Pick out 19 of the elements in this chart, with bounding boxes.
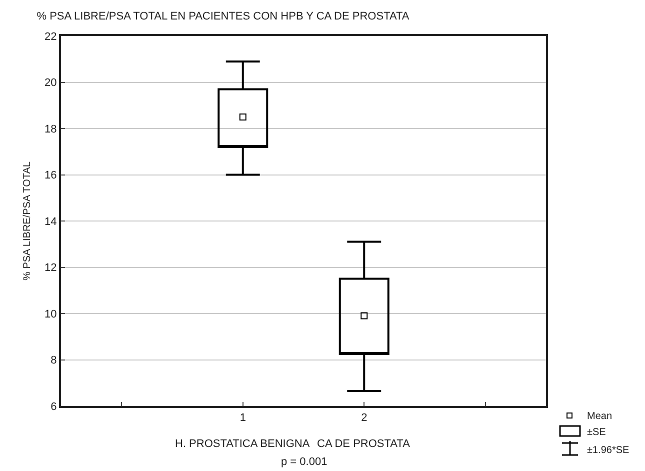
x-tick-label: 2: [361, 412, 368, 424]
y-tick-label: 14: [44, 216, 57, 228]
y-tick-label: 10: [44, 308, 57, 320]
y-tick-label: 12: [44, 262, 57, 274]
y-tick-label: 8: [50, 354, 57, 367]
text: ±SE: [587, 427, 606, 438]
x-tick-label: 1: [240, 412, 246, 424]
y-tick-label: 20: [44, 77, 57, 90]
y-tick-label: 6: [50, 400, 57, 413]
y-axis-title: % PSA LIBRE/PSA TOTAL: [22, 161, 34, 280]
text: H. PROSTATICA BENIGNA: [175, 438, 310, 450]
text: p = 0.001: [281, 456, 328, 468]
y-tick-label: 22: [44, 30, 57, 43]
text: Mean: [587, 411, 612, 422]
y-tick-label: 18: [44, 123, 57, 136]
text: CA DE PROSTATA: [317, 438, 411, 450]
chart-title: % PSA LIBRE/PSA TOTAL EN PACIENTES CON HPB Y CA DE PROSTATA: [36, 10, 410, 22]
text: ±1.96*SE: [587, 445, 630, 456]
y-tick-label: 16: [44, 170, 57, 182]
